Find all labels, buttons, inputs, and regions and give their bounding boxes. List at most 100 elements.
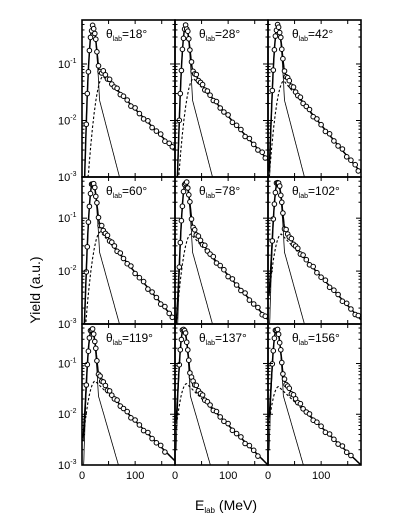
data-point — [188, 216, 195, 222]
data-point — [322, 277, 329, 284]
data-point — [83, 269, 90, 275]
panel-label-sub: lab — [113, 340, 122, 347]
data-point — [246, 135, 253, 142]
data-point — [348, 452, 354, 459]
data-point — [83, 382, 90, 388]
panel-label-theta: θ — [106, 27, 113, 41]
data-point — [177, 90, 184, 97]
data-point — [281, 376, 288, 382]
panel-angle-label: θlab=137° — [199, 331, 247, 347]
data-point — [326, 431, 333, 437]
data-point — [157, 442, 164, 449]
data-point — [255, 453, 261, 459]
data-point — [87, 34, 94, 41]
x-tick-label: 0 — [172, 470, 178, 482]
panel-angle-label: θlab=18° — [106, 27, 147, 43]
data-point — [195, 233, 202, 239]
data-point — [114, 85, 120, 92]
data-point — [185, 185, 191, 191]
data-point — [250, 301, 257, 307]
data-point — [191, 227, 198, 233]
data-point — [343, 449, 350, 456]
data-point — [199, 392, 206, 398]
panel-label-sub: lab — [299, 193, 308, 200]
data-point — [84, 244, 91, 250]
data-point — [186, 192, 192, 198]
data-point — [326, 284, 333, 291]
data-point — [90, 331, 97, 337]
data-point — [225, 273, 231, 280]
plot-area — [176, 22, 268, 177]
data-point — [84, 361, 91, 368]
data-point — [106, 76, 113, 83]
data-point — [270, 67, 277, 73]
data-point — [153, 440, 160, 446]
data-point — [300, 406, 306, 412]
broad-component-curve — [268, 80, 361, 177]
data-point — [207, 402, 213, 408]
y-tick-label: 10-2 — [58, 114, 77, 127]
data-point — [180, 188, 187, 195]
data-point — [303, 256, 310, 263]
broad-component-curve — [83, 75, 175, 177]
data-point — [331, 287, 337, 294]
data-point — [85, 348, 92, 355]
data-point — [94, 49, 100, 55]
data-point — [233, 282, 240, 288]
data-point — [162, 449, 168, 455]
data-point — [217, 414, 223, 420]
data-point — [250, 447, 257, 454]
data-point — [290, 84, 297, 90]
data-point — [276, 29, 283, 36]
y-tick-label: 10-1 — [58, 357, 77, 370]
data-point — [106, 388, 113, 394]
panel-label-sub: lab — [206, 340, 215, 347]
data-point — [89, 326, 96, 332]
data-point — [238, 434, 244, 440]
data-point — [281, 68, 288, 74]
panel-1: θlab=18°10-110-210-3 — [58, 19, 176, 184]
data-point — [178, 67, 185, 74]
data-point — [185, 347, 191, 353]
data-point — [179, 46, 186, 53]
data-point — [197, 237, 204, 244]
data-point — [213, 408, 220, 415]
x-tick-label: 100 — [126, 470, 144, 482]
y-tick-exponent: -3 — [70, 459, 76, 466]
panel-label-sub: lab — [113, 193, 122, 200]
panel-label-angle: =156° — [308, 331, 340, 345]
y-tick-label: 10-2 — [58, 408, 77, 421]
panel-3: θlab=42° — [267, 19, 362, 178]
panel-angle-label: θlab=42° — [292, 27, 333, 43]
data-point — [322, 128, 329, 135]
data-point — [272, 189, 279, 196]
data-point — [86, 47, 93, 54]
data-point — [259, 149, 266, 155]
data-point — [303, 103, 310, 110]
data-point — [314, 419, 320, 426]
data-point — [280, 210, 286, 216]
data-point — [275, 331, 282, 338]
data-point — [193, 382, 200, 389]
y-tick-base: 10 — [58, 59, 70, 71]
data-point — [149, 435, 155, 442]
data-point — [306, 411, 313, 417]
data-point — [83, 121, 90, 128]
data-point — [250, 141, 257, 148]
data-point — [318, 423, 324, 430]
data-point — [120, 93, 127, 99]
data-point — [283, 226, 289, 233]
data-point — [306, 106, 313, 113]
y-tick-label: 10-1 — [58, 58, 77, 71]
data-point — [180, 35, 187, 42]
data-point — [331, 436, 337, 443]
data-point — [120, 405, 127, 412]
data-point — [343, 154, 350, 160]
data-point — [286, 77, 293, 84]
data-point — [326, 131, 333, 137]
data-point — [93, 345, 99, 352]
panel-4: θlab=60°10-110-210-3 — [58, 176, 176, 331]
panel-label-theta: θ — [199, 331, 206, 345]
data-point — [279, 46, 285, 53]
panel-label-sub: lab — [206, 36, 215, 43]
